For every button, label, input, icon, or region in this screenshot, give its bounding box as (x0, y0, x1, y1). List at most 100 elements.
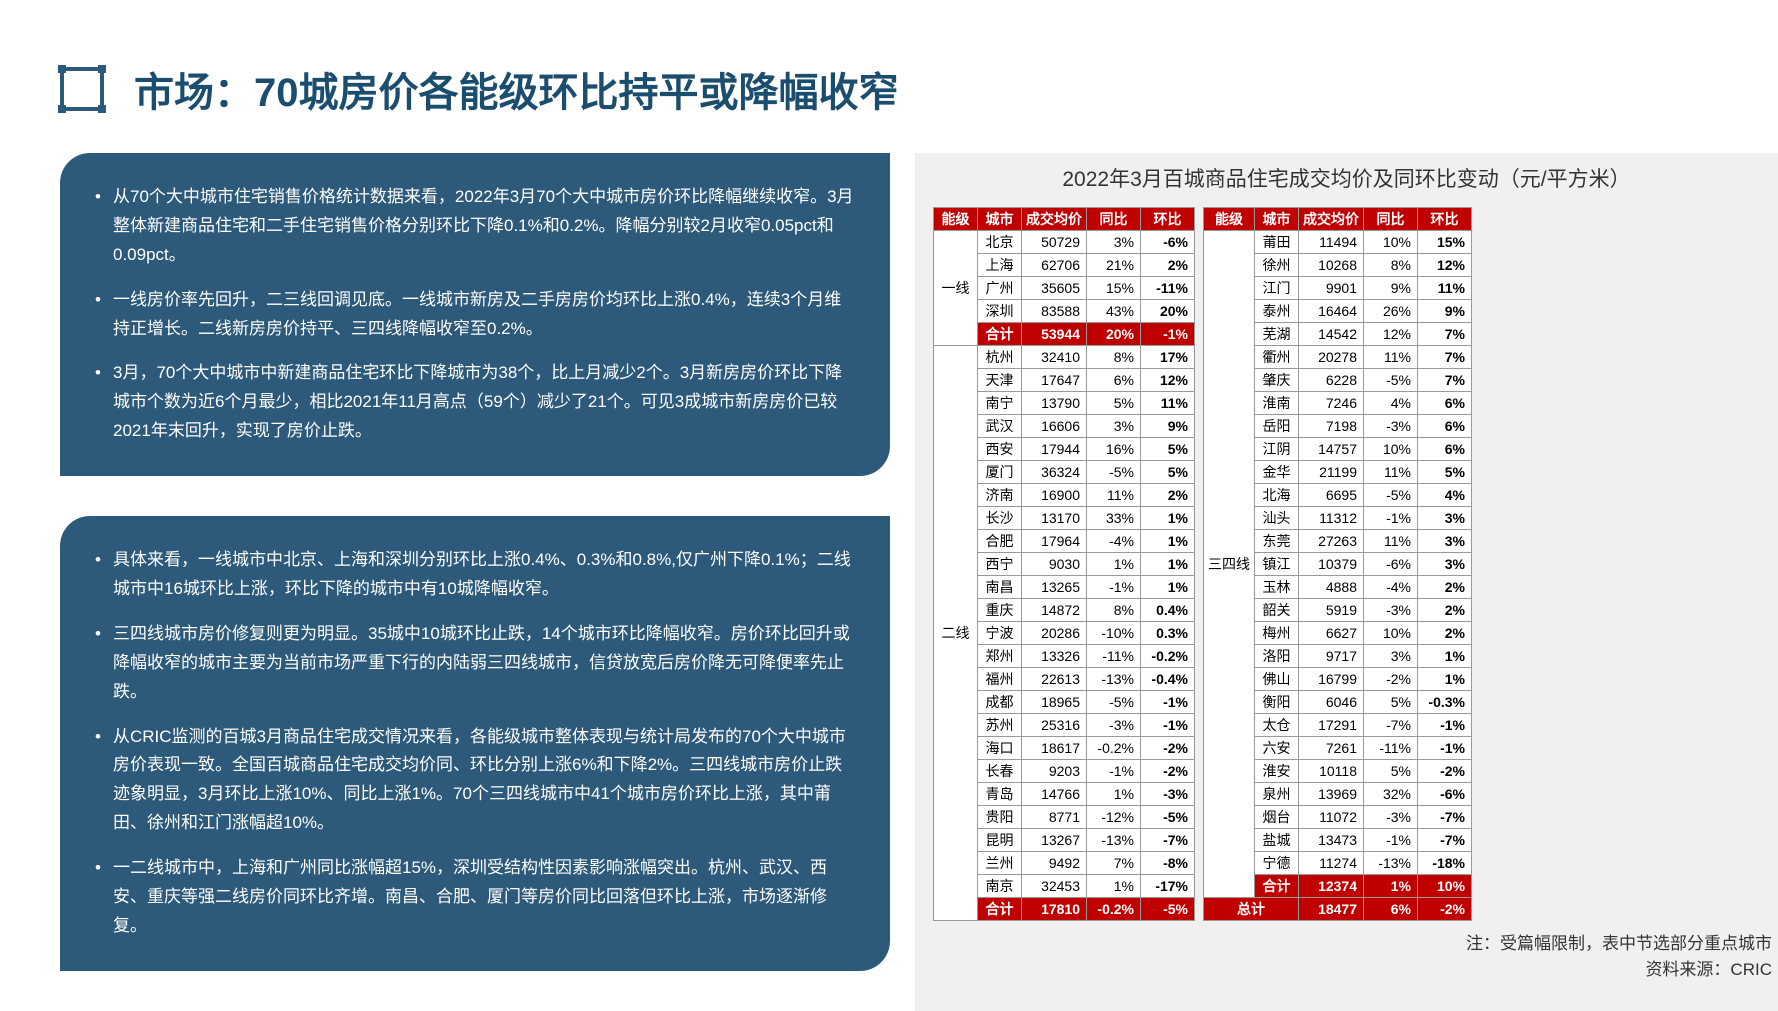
table-cell: -1% (1087, 576, 1141, 599)
table-cell: 17647 (1022, 369, 1087, 392)
table-cell: 2% (1418, 599, 1472, 622)
table-cell: -5% (1141, 806, 1195, 829)
table-cell: 梅州 (1255, 622, 1299, 645)
table-cell: 西宁 (978, 553, 1022, 576)
table-cell: 郑州 (978, 645, 1022, 668)
table-cell: 10% (1364, 231, 1418, 254)
table-cell: 10118 (1299, 760, 1364, 783)
table-cell: -5% (1087, 691, 1141, 714)
table-cell: 6695 (1299, 484, 1364, 507)
table-cell: 徐州 (1255, 254, 1299, 277)
table-cell: 11274 (1299, 852, 1364, 875)
table-cell: 莆田 (1255, 231, 1299, 254)
left-column: 从70个大中城市住宅销售价格统计数据来看，2022年3月70个大中城市房价环比降… (60, 153, 890, 1011)
table-cell: 17% (1141, 346, 1195, 369)
table-cell: -18% (1418, 852, 1472, 875)
table-cell: 13170 (1022, 507, 1087, 530)
table-cell: 宁德 (1255, 852, 1299, 875)
table-header-cell: 城市 (1255, 208, 1299, 231)
bullet-item: 3月，70个大中城市中新建商品住宅环比下降城市为38个，比上月减少2个。3月新房… (95, 359, 855, 446)
text-box-1: 从70个大中城市住宅销售价格统计数据来看，2022年3月70个大中城市房价环比降… (60, 153, 890, 476)
table-cell: -13% (1087, 829, 1141, 852)
table-cell: 16606 (1022, 415, 1087, 438)
table-cell: 岳阳 (1255, 415, 1299, 438)
table-cell: 4% (1418, 484, 1472, 507)
table-cell: 兰州 (978, 852, 1022, 875)
table-cell: 17944 (1022, 438, 1087, 461)
table-cell: 8% (1087, 599, 1141, 622)
table-cell: 26% (1364, 300, 1418, 323)
table-cell: 6046 (1299, 691, 1364, 714)
table-cell: 21199 (1299, 461, 1364, 484)
table-cell: 22613 (1022, 668, 1087, 691)
table-cell: 1% (1418, 645, 1472, 668)
table-cell: -0.2% (1141, 645, 1195, 668)
note-line-1: 注：受篇幅限制，表中节选部分重点城市 (933, 931, 1772, 957)
slide-title: 市场：70城房价各能级环比持平或降幅收窄 (134, 60, 899, 118)
table-header-cell: 同比 (1364, 208, 1418, 231)
table-cell: -12% (1087, 806, 1141, 829)
right-column: 2022年3月百城商品住宅成交均价及同环比变动（元/平方米） 能级城市成交均价同… (915, 153, 1778, 1011)
table-cell: 32453 (1022, 875, 1087, 898)
table-row: 一线北京507293%-6% (934, 231, 1195, 254)
table-cell: 9717 (1299, 645, 1364, 668)
table-cell: -6% (1418, 783, 1472, 806)
table-cell: -7% (1418, 806, 1472, 829)
table-cell: -3% (1364, 806, 1418, 829)
table-cell: 南京 (978, 875, 1022, 898)
table-cell: 泰州 (1255, 300, 1299, 323)
table-cell: -1% (1364, 507, 1418, 530)
table-cell: 3% (1087, 415, 1141, 438)
table-cell: 62706 (1022, 254, 1087, 277)
table-cell: 13790 (1022, 392, 1087, 415)
table-cell: 7261 (1299, 737, 1364, 760)
table-cell: -13% (1364, 852, 1418, 875)
bullet-item: 从70个大中城市住宅销售价格统计数据来看，2022年3月70个大中城市房价环比降… (95, 183, 855, 270)
table-cell: 北海 (1255, 484, 1299, 507)
table-cell: 南昌 (978, 576, 1022, 599)
table-cell: -1% (1364, 829, 1418, 852)
table-cell: 83588 (1022, 300, 1087, 323)
table-cell: -2% (1141, 760, 1195, 783)
table-cell: 5% (1364, 691, 1418, 714)
table-header-cell: 城市 (978, 208, 1022, 231)
table-cell: 1% (1141, 507, 1195, 530)
table-cell: 20% (1141, 300, 1195, 323)
table-cell: 淮南 (1255, 392, 1299, 415)
table-cell: 18617 (1022, 737, 1087, 760)
tier-cell: 一线 (934, 231, 978, 346)
bullet-item: 三四线城市房价修复则更为明显。35城中10城环比止跌，14个城市环比降幅收窄。房… (95, 620, 855, 707)
table-cell: -7% (1418, 829, 1472, 852)
table-cell: 北京 (978, 231, 1022, 254)
table-cell: 25316 (1022, 714, 1087, 737)
table-cell: 昆明 (978, 829, 1022, 852)
table-cell: 苏州 (978, 714, 1022, 737)
table-header-cell: 成交均价 (1299, 208, 1364, 231)
table-cell: 14542 (1299, 323, 1364, 346)
table-cell: 深圳 (978, 300, 1022, 323)
text-box-2: 具体来看，一线城市中北京、上海和深圳分别环比上涨0.4%、0.3%和0.8%,仅… (60, 516, 890, 971)
table-cell: 0.4% (1141, 599, 1195, 622)
table-cell: 0.3% (1141, 622, 1195, 645)
table-cell: 济南 (978, 484, 1022, 507)
table-cell: 1% (1141, 553, 1195, 576)
table-cell: 27263 (1299, 530, 1364, 553)
table-cell: 1% (1141, 530, 1195, 553)
table-cell: 13267 (1022, 829, 1087, 852)
table-cell: 43% (1087, 300, 1141, 323)
tier-cell: 三四线 (1204, 231, 1255, 898)
table-cell: 2% (1418, 622, 1472, 645)
table-cell: 16% (1087, 438, 1141, 461)
table-cell: 南宁 (978, 392, 1022, 415)
price-table-left: 能级城市成交均价同比环比一线北京507293%-6%上海6270621%2%广州… (933, 207, 1195, 921)
table-cell: 6% (1087, 369, 1141, 392)
table-header-cell: 成交均价 (1022, 208, 1087, 231)
table-cell: -2% (1418, 760, 1472, 783)
table-cell: 镇江 (1255, 553, 1299, 576)
price-table-right: 能级城市成交均价同比环比三四线莆田1149410%15%徐州102688%12%… (1203, 207, 1472, 921)
table-cell: 14872 (1022, 599, 1087, 622)
table-cell: 14757 (1299, 438, 1364, 461)
table-cell: -0.2% (1087, 737, 1141, 760)
table-cell: 20286 (1022, 622, 1087, 645)
table-cell: 上海 (978, 254, 1022, 277)
